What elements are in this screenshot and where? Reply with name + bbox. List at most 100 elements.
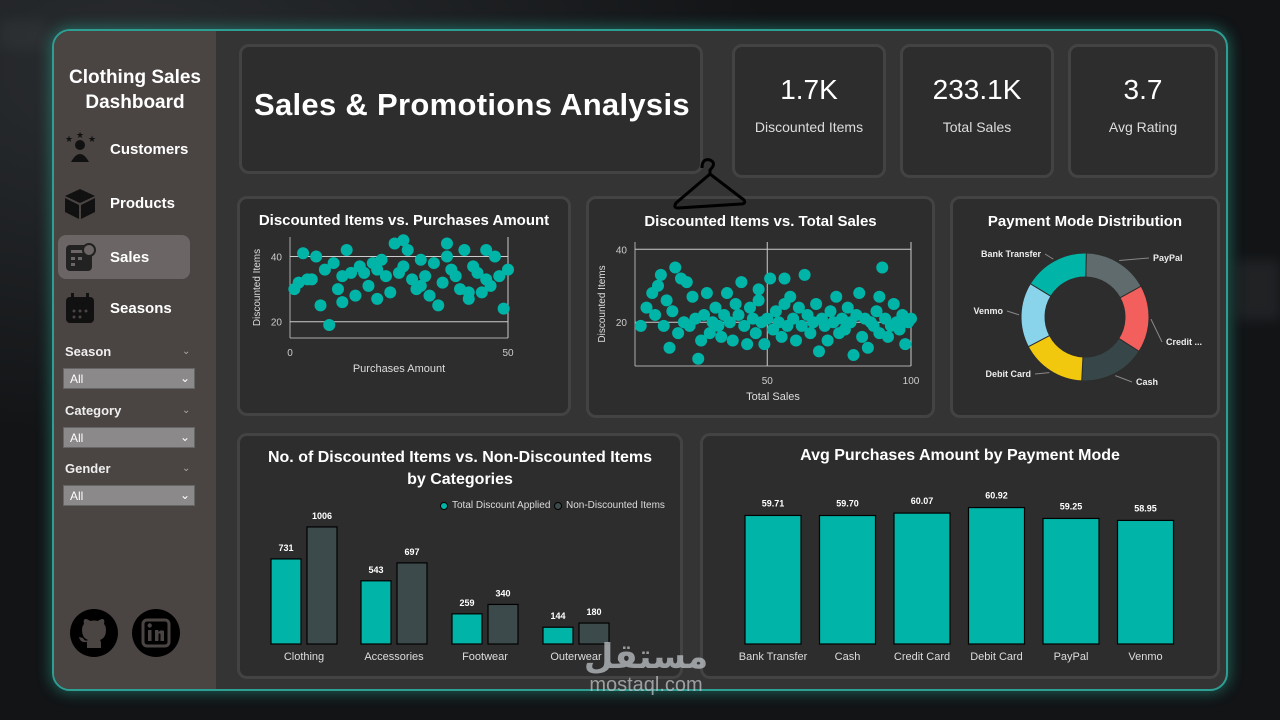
scatter-point xyxy=(327,257,340,270)
kpi-value: 1.7K xyxy=(780,74,838,105)
nav-item-sales[interactable]: Sales xyxy=(58,235,190,279)
x-tick-label: Bank Transfer xyxy=(739,651,808,663)
scatter-point xyxy=(323,318,336,331)
nav-item-products[interactable]: Products xyxy=(58,181,190,225)
kpi-value: 3.7 xyxy=(1123,74,1163,105)
scatter-point xyxy=(493,270,506,283)
scatter-point xyxy=(488,250,501,263)
bar-value-label: 58.95 xyxy=(1134,503,1157,513)
dashboard-title-line1: Clothing Sales xyxy=(69,67,201,88)
scatter-point xyxy=(371,263,384,276)
bar xyxy=(487,603,519,645)
gender-select[interactable]: All ⌄ xyxy=(63,485,195,506)
chevron-down-icon[interactable]: ⌄ xyxy=(182,405,191,416)
header-card: Sales & Promotions Analysis xyxy=(239,44,703,174)
nav-label-seasons: Seasons xyxy=(110,299,172,317)
chevron-down-icon[interactable]: ⌄ xyxy=(182,463,191,474)
scatter-point xyxy=(790,334,802,347)
kpi-total-sales: 233.1K Total Sales xyxy=(900,44,1054,178)
bar-value-label: 1006 xyxy=(312,511,332,521)
x-tick-label: Venmo xyxy=(1128,651,1162,663)
chart-title-line1: No. of Discounted Items vs. Non-Discount… xyxy=(267,449,653,466)
watermark-arabic: مستقل xyxy=(583,638,709,676)
bar-value-label: 144 xyxy=(550,611,565,621)
kpi-label: Discounted Items xyxy=(754,119,864,135)
donut-chart-payment-mode: PayPal Credit ... Cash Debit Card Venmo Bank … xyxy=(973,249,1202,387)
bar-value-label: 60.07 xyxy=(911,496,934,506)
scatter-point xyxy=(853,287,866,300)
y-tick-label: 20 xyxy=(616,318,628,329)
svg-text:★: ★ xyxy=(65,134,73,144)
x-axis-label: Total Sales xyxy=(746,391,800,403)
category-select[interactable]: All ⌄ xyxy=(63,427,195,448)
scatter-point xyxy=(657,319,670,332)
bar xyxy=(578,622,610,645)
scatter-point xyxy=(379,270,392,283)
scatter-point xyxy=(695,334,708,347)
scatter-point xyxy=(761,312,774,325)
nav-label-products: Products xyxy=(110,194,176,212)
scatter-point xyxy=(778,272,791,285)
bar-value-label: 60.92 xyxy=(985,491,1008,501)
bar-value-label: 340 xyxy=(495,588,510,598)
scatter-point xyxy=(698,308,710,321)
scatter-point xyxy=(649,308,662,321)
season-select[interactable]: All ⌄ xyxy=(63,368,195,389)
scatter-point xyxy=(847,349,860,362)
x-tick-label: 100 xyxy=(903,376,920,387)
filter-label-category: Category xyxy=(65,403,122,418)
scatter-point xyxy=(749,327,762,340)
kpi-label: Total Sales xyxy=(942,119,1012,135)
scatter-point xyxy=(371,292,384,305)
scatter-point xyxy=(384,286,397,299)
scatter-point xyxy=(419,270,432,283)
y-tick-label: 40 xyxy=(271,253,283,264)
scatter-point xyxy=(715,330,728,343)
nav-item-seasons[interactable]: Seasons xyxy=(58,286,190,330)
kpi-avg-rating: 3.7 Avg Rating xyxy=(1068,44,1218,178)
donut-chart-card: Payment Mode Distribution PayPal Credit .… xyxy=(950,196,1220,418)
avg-bar-chart-card: Avg Purchases Amount by Payment Mode 59.… xyxy=(700,433,1220,679)
kpi-value: 233.1K xyxy=(932,74,1022,105)
scatter-point xyxy=(824,305,837,318)
x-tick-label: Credit Card xyxy=(894,651,950,663)
scatter-point xyxy=(775,330,788,343)
sales-icon xyxy=(66,243,96,271)
scatter-point xyxy=(660,294,673,307)
scatter-point xyxy=(741,338,754,351)
nav-label-sales: Sales xyxy=(110,248,150,266)
nav-label-customers: Customers xyxy=(110,140,189,158)
scatter-point xyxy=(841,301,854,314)
scatter-point xyxy=(502,263,514,276)
bar-value-label: 543 xyxy=(368,565,383,575)
category-select-value: All xyxy=(70,431,84,445)
kpi-label: Avg Rating xyxy=(1108,119,1178,135)
scatter-point xyxy=(432,299,445,312)
scatter-point xyxy=(397,260,410,273)
box-icon xyxy=(65,189,95,219)
scatter-point xyxy=(362,279,375,292)
donut-slice-label: Venmo xyxy=(973,306,1003,316)
chart-title: Discounted Items vs. Total Sales xyxy=(644,213,877,230)
scatter-point xyxy=(905,312,917,325)
grouped-bar-chart: 731 1006 Clothing 543 697 Accessories 259 340 Fo… xyxy=(270,511,610,663)
scatter-point xyxy=(640,301,653,314)
bar-value-label: 59.70 xyxy=(836,499,859,509)
bar xyxy=(818,514,877,645)
scatter-point xyxy=(709,301,722,314)
scatter-point xyxy=(406,273,419,286)
scatter-point xyxy=(787,312,800,325)
sidebar: Clothing Sales Dashboard ★ ★ ★ Customers P… xyxy=(54,31,216,689)
nav-item-customers[interactable]: ★ ★ ★ Customers xyxy=(58,127,190,171)
github-icon[interactable] xyxy=(68,607,120,659)
scatter-point xyxy=(758,338,771,351)
linkedin-icon[interactable] xyxy=(130,607,182,659)
chart-title-line2: by Categories xyxy=(407,471,513,488)
chevron-down-icon[interactable]: ⌄ xyxy=(182,346,191,357)
scatter-point xyxy=(427,257,440,270)
scatter-point xyxy=(686,290,699,303)
scatter-point xyxy=(340,244,353,257)
x-tick-label: Accessories xyxy=(364,651,424,663)
scatter-point xyxy=(744,301,756,314)
scatter-point xyxy=(458,244,471,257)
